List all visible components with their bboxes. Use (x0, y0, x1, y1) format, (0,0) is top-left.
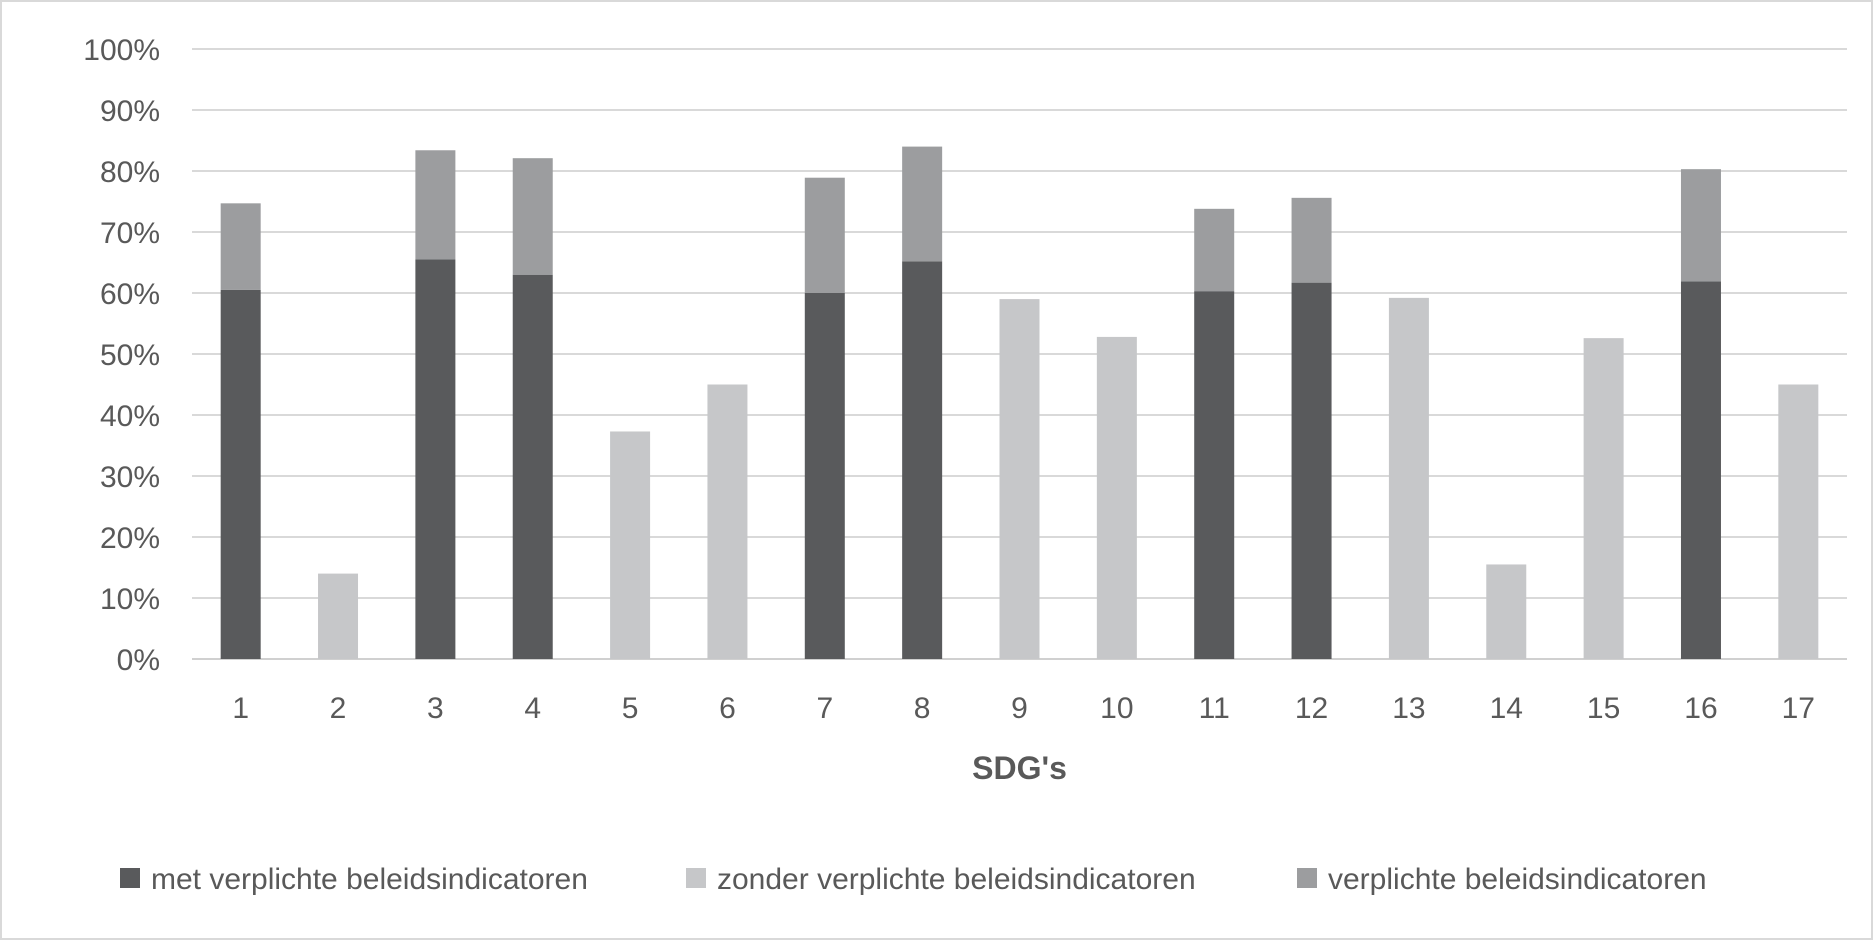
y-tick-label: 80% (100, 156, 160, 189)
y-tick-label: 100% (83, 34, 160, 67)
bar-series-3-sdg-1 (220, 203, 261, 290)
y-tick-label: 20% (100, 522, 160, 555)
x-tick-label: 3 (427, 692, 444, 725)
bar-series-1-sdg-16 (1680, 281, 1721, 659)
x-tick-label: 4 (524, 692, 541, 725)
bar-series-2-sdg-2 (318, 573, 359, 659)
x-tick-label: 12 (1295, 692, 1328, 725)
legend: met verplichte beleidsindicatoren zonder … (120, 863, 1707, 896)
x-tick-label: 15 (1587, 692, 1620, 725)
y-tick-label: 0% (117, 644, 160, 677)
x-tick-label: 8 (914, 692, 931, 725)
bar-series-1-sdg-8 (902, 261, 943, 659)
x-axis-ticks: 1 2 3 4 5 6 7 8 9 10 11 12 13 14 15 16 17 (232, 692, 1815, 725)
legend-swatch-3 (1297, 868, 1317, 888)
bar-series-2-sdg-13 (1388, 297, 1429, 659)
bar-series-3-sdg-11 (1194, 208, 1235, 292)
x-tick-label: 13 (1392, 692, 1425, 725)
x-tick-label: 10 (1100, 692, 1133, 725)
bar-series-3-sdg-12 (1291, 197, 1332, 283)
bar-series-2-sdg-5 (610, 431, 651, 659)
x-tick-label: 9 (1011, 692, 1028, 725)
bar-series-1-sdg-3 (415, 259, 456, 659)
y-tick-label: 70% (100, 217, 160, 250)
bar-series-3-sdg-16 (1680, 169, 1721, 282)
x-tick-label: 1 (232, 692, 249, 725)
bar-series-2-sdg-17 (1778, 384, 1819, 659)
y-axis-ticks: 0% 10% 20% 30% 40% 50% 60% 70% 80% 90% 100% (83, 34, 160, 677)
y-tick-label: 50% (100, 339, 160, 372)
legend-label-2: zonder verplichte beleidsindicatoren (717, 863, 1196, 896)
x-tick-label: 6 (719, 692, 736, 725)
legend-label-3: verplichte beleidsindicatoren (1328, 863, 1707, 896)
legend-label-1: met verplichte beleidsindicatoren (151, 863, 588, 896)
bar-series-1-sdg-11 (1194, 291, 1235, 659)
x-axis-title: SDG's (972, 750, 1067, 786)
bar-series-3-sdg-4 (512, 158, 553, 275)
bar-series-1-sdg-12 (1291, 282, 1332, 659)
bar-series-3-sdg-7 (804, 177, 845, 293)
bar-series-1-sdg-7 (804, 293, 845, 659)
y-tick-label: 60% (100, 278, 160, 311)
y-tick-label: 30% (100, 461, 160, 494)
bar-series-1-sdg-4 (512, 274, 553, 659)
bar-series-2-sdg-10 (1096, 336, 1137, 659)
bar-series-2-sdg-14 (1486, 564, 1527, 659)
bar-series-2-sdg-9 (999, 299, 1040, 659)
bar-series-1-sdg-1 (220, 289, 261, 659)
legend-swatch-1 (120, 868, 140, 888)
bar-series-3-sdg-3 (415, 150, 456, 260)
bar-series-2-sdg-15 (1583, 338, 1624, 659)
x-tick-label: 7 (816, 692, 833, 725)
x-tick-label: 14 (1490, 692, 1523, 725)
x-tick-label: 17 (1782, 692, 1815, 725)
bar-series-2-sdg-6 (707, 384, 748, 659)
y-tick-label: 90% (100, 95, 160, 128)
x-tick-label: 2 (330, 692, 347, 725)
legend-swatch-2 (686, 868, 706, 888)
x-tick-label: 16 (1684, 692, 1717, 725)
bar-series-3-sdg-8 (902, 146, 943, 262)
y-tick-label: 10% (100, 583, 160, 616)
bars (220, 146, 1819, 659)
x-tick-label: 5 (622, 692, 639, 725)
y-tick-label: 40% (100, 400, 160, 433)
x-tick-label: 11 (1199, 692, 1230, 725)
